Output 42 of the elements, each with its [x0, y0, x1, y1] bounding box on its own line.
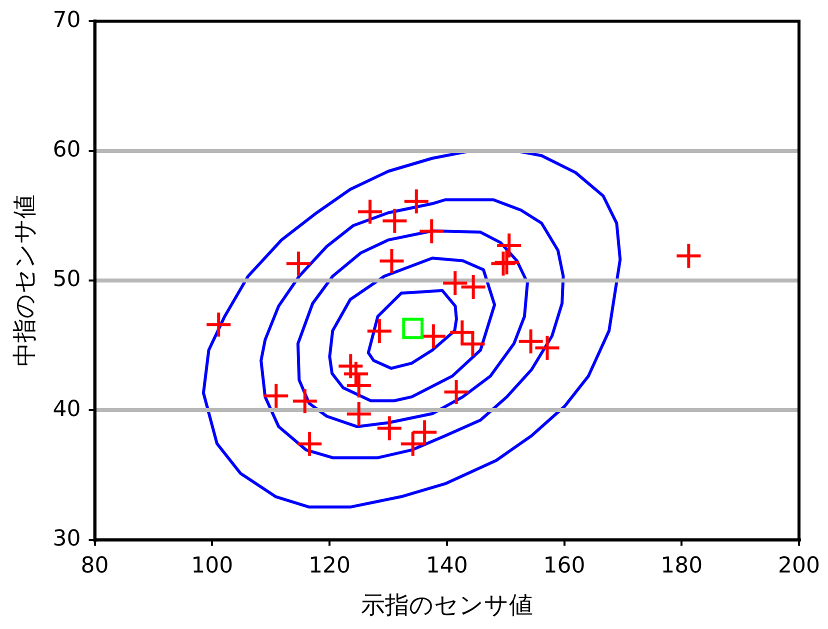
y-tick-label: 70 [52, 8, 81, 33]
x-tick-label: 140 [426, 554, 468, 579]
point [382, 208, 407, 233]
point [497, 233, 522, 258]
x-axis-title: 示指のセンサ値 [360, 590, 533, 619]
point [346, 374, 371, 398]
x-tick-label: 160 [543, 554, 586, 579]
point [518, 329, 543, 354]
point [443, 271, 468, 296]
point [264, 384, 288, 408]
x-tick-label: 200 [778, 554, 820, 579]
point [346, 402, 371, 426]
point [206, 312, 231, 337]
point [344, 362, 368, 386]
point [420, 219, 444, 244]
y-tick-label: 60 [52, 138, 81, 163]
y-axis-title: 中指のセンサ値 [10, 194, 39, 366]
y-tick-label: 30 [52, 526, 81, 552]
point [380, 249, 404, 274]
x-tick-label: 80 [80, 554, 109, 579]
point [494, 250, 519, 274]
x-tick-label: 100 [191, 554, 234, 579]
point [400, 432, 425, 456]
point [404, 189, 428, 214]
point [286, 252, 310, 276]
point [444, 380, 468, 404]
x-tick-label: 180 [660, 554, 703, 579]
point [377, 416, 402, 440]
y-tick-label: 50 [52, 267, 81, 292]
point [358, 200, 382, 224]
y-tick-label: 40 [52, 396, 81, 422]
point [461, 274, 486, 299]
point [676, 244, 701, 268]
point [412, 420, 437, 444]
point [402, 318, 424, 340]
point [292, 389, 317, 414]
point [460, 332, 485, 356]
point [535, 336, 560, 360]
point [367, 319, 392, 344]
point [450, 320, 474, 344]
x-tick-label: 120 [308, 554, 351, 579]
point [298, 432, 322, 456]
